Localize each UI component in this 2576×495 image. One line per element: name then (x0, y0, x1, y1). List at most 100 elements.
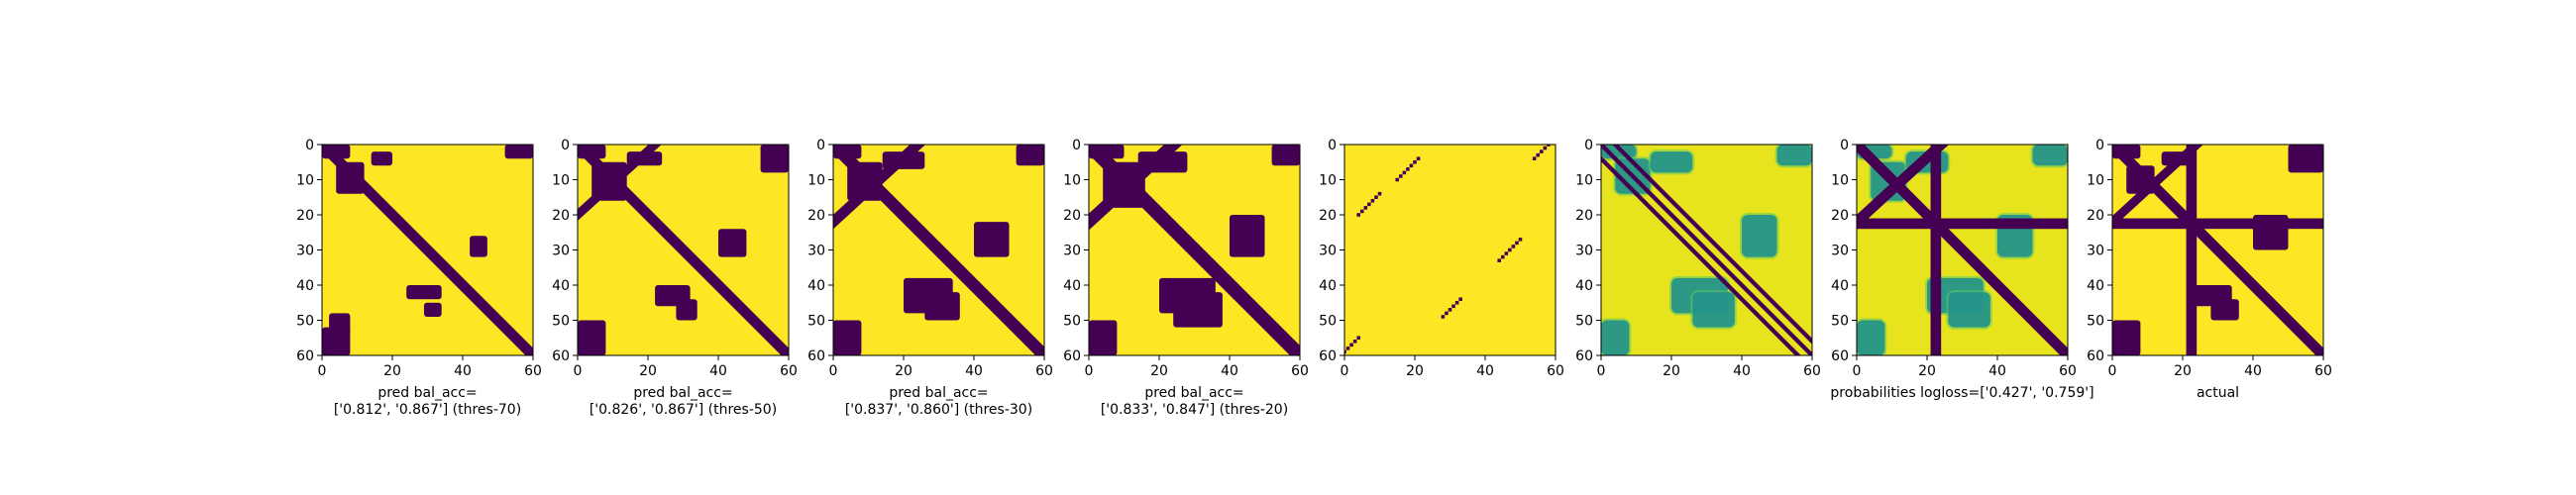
contact-dot (1370, 199, 1375, 203)
horizontal-stripe (2112, 218, 2323, 230)
antidiagonal-band (1857, 145, 1949, 230)
y-tick-label: 10 (807, 173, 825, 189)
x-tick-label: 0 (1853, 363, 1862, 379)
diagonal-band (833, 145, 1044, 355)
contact-dot (1500, 254, 1505, 259)
panel-caption: ['0.826', '0.867'] (thres-50) (590, 402, 777, 418)
y-tick-label: 10 (1063, 173, 1081, 189)
x-tick-label: 20 (639, 363, 657, 379)
contact-dot (1374, 195, 1378, 200)
panel-caption: pred bal_acc= (1144, 385, 1243, 401)
contact-blob (470, 236, 487, 257)
contact-blob (974, 222, 1010, 257)
y-tick-label: 50 (1575, 314, 1593, 330)
y-tick-label: 30 (1063, 244, 1081, 259)
contact-dot (1367, 202, 1371, 207)
y-tick-label: 20 (1575, 208, 1593, 224)
x-tick-label: 60 (780, 363, 798, 379)
contact-blob (924, 292, 960, 321)
y-tick-label: 40 (1063, 278, 1081, 294)
diagonal-band (1601, 155, 1801, 355)
contact-blob (833, 320, 862, 355)
y-tick-label: 50 (552, 314, 570, 330)
y-tick-label: 30 (1319, 244, 1337, 259)
y-tick-label: 40 (1831, 278, 1849, 294)
x-tick-label: 0 (2108, 363, 2117, 379)
contact-dot (1532, 156, 1537, 160)
contact-dot (1402, 170, 1407, 175)
panel-caption: ['0.833', '0.847'] (thres-20) (1101, 402, 1288, 418)
contact-blob (2210, 299, 2239, 321)
vertical-stripe (1930, 145, 1942, 355)
y-tick-label: 20 (1063, 208, 1081, 224)
x-tick-label: 60 (2059, 363, 2077, 379)
probability-blob (1776, 145, 1812, 166)
contact-blob (1089, 320, 1118, 355)
x-tick-label: 60 (1035, 363, 1053, 379)
y-tick-label: 40 (552, 278, 570, 294)
diagonal-band (2112, 145, 2323, 355)
panel-caption: pred bal_acc= (633, 385, 732, 401)
y-tick-label: 60 (552, 348, 570, 364)
y-tick-label: 0 (305, 138, 314, 153)
x-tick-label: 0 (318, 363, 327, 379)
x-tick-label: 20 (383, 363, 401, 379)
y-tick-label: 10 (2087, 173, 2104, 189)
probability-blob (2032, 145, 2068, 166)
y-tick-label: 60 (2087, 348, 2104, 364)
x-tick-label: 60 (2314, 363, 2332, 379)
y-tick-label: 60 (807, 348, 825, 364)
x-tick-label: 40 (1733, 363, 1751, 379)
probability-blob (1650, 151, 1693, 173)
diagonal-band (322, 145, 533, 355)
x-tick-label: 40 (965, 363, 983, 379)
contact-blob (1173, 292, 1223, 328)
x-tick-label: 40 (1221, 363, 1238, 379)
y-tick-label: 50 (1063, 314, 1081, 330)
y-tick-label: 30 (807, 244, 825, 259)
contact-dot (1395, 177, 1400, 182)
x-tick-label: 20 (1918, 363, 1936, 379)
contact-blob (2288, 145, 2323, 173)
y-tick-label: 30 (1831, 244, 1849, 259)
contact-blob (371, 151, 392, 166)
horizontal-stripe (1857, 218, 2068, 230)
contact-dot (1349, 343, 1353, 347)
contact-blob (676, 299, 698, 321)
diagonal-band (1089, 145, 1300, 355)
y-tick-label: 10 (1319, 173, 1337, 189)
x-tick-label: 20 (895, 363, 912, 379)
contact-dot (1352, 340, 1357, 344)
contact-dot (1441, 315, 1446, 319)
y-tick-label: 0 (1072, 138, 1081, 153)
contact-blob (1271, 145, 1300, 166)
y-tick-label: 0 (1328, 138, 1337, 153)
x-tick-label: 60 (524, 363, 542, 379)
diagonal-band (1601, 145, 1812, 355)
y-tick-label: 30 (552, 244, 570, 259)
y-tick-label: 50 (807, 314, 825, 330)
contact-dot (1409, 163, 1414, 168)
antidiagonal-band (1089, 145, 1182, 231)
contact-blob (760, 145, 789, 173)
contact-dot (1416, 156, 1421, 160)
contact-blob (406, 285, 442, 300)
contact-dot (1344, 349, 1346, 354)
y-tick-label: 0 (1840, 138, 1849, 153)
y-tick-label: 20 (552, 208, 570, 224)
y-tick-label: 60 (1831, 348, 1849, 364)
contact-dot (1504, 251, 1509, 255)
panel-caption: probabilities logloss=['0.427', '0.759'] (1830, 385, 2093, 401)
y-tick-label: 20 (807, 208, 825, 224)
contact-dot (1508, 248, 1512, 252)
vertical-stripe (2186, 145, 2198, 355)
antidiagonal-band (2112, 145, 2203, 229)
x-tick-label: 0 (1597, 363, 1606, 379)
contact-blob (423, 302, 442, 317)
contact-dot (1451, 304, 1455, 309)
